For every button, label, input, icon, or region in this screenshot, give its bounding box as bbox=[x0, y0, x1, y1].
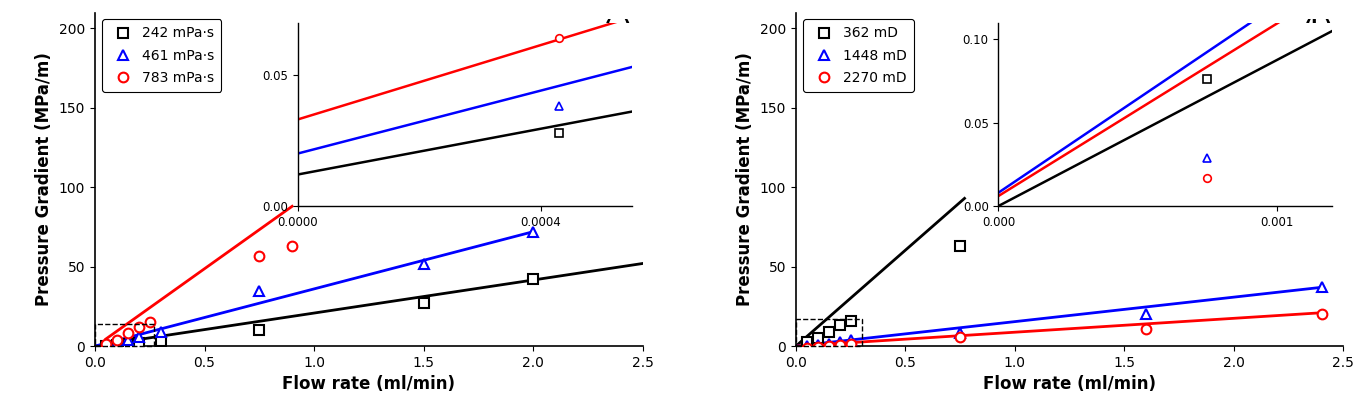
Text: (b): (b) bbox=[1303, 19, 1333, 37]
Bar bbox=[795, 319, 862, 346]
Bar bbox=[95, 324, 155, 346]
Y-axis label: Pressure Gradient (MPa/m): Pressure Gradient (MPa/m) bbox=[737, 53, 754, 306]
Y-axis label: Pressure Gradient (MPa/m): Pressure Gradient (MPa/m) bbox=[35, 53, 53, 306]
Text: (a): (a) bbox=[603, 19, 631, 37]
Legend: 362 mD, 1448 mD, 2270 mD: 362 mD, 1448 mD, 2270 mD bbox=[803, 20, 913, 92]
Legend: 242 mPa·s, 461 mPa·s, 783 mPa·s: 242 mPa·s, 461 mPa·s, 783 mPa·s bbox=[102, 20, 221, 92]
X-axis label: Flow rate (ml/min): Flow rate (ml/min) bbox=[984, 375, 1156, 393]
X-axis label: Flow rate (ml/min): Flow rate (ml/min) bbox=[282, 375, 455, 393]
